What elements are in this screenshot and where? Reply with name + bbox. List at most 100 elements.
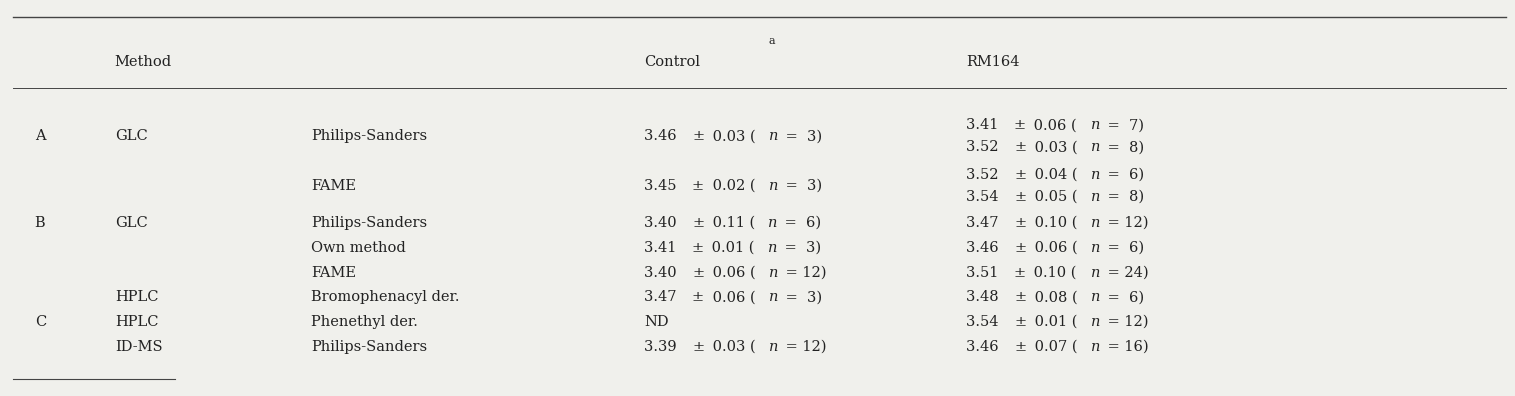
Text: 0.01 (: 0.01 ( <box>1030 315 1077 329</box>
Text: n: n <box>768 241 777 255</box>
Text: ±: ± <box>1014 216 1026 230</box>
Text: ±: ± <box>1014 265 1026 280</box>
Text: 3.46: 3.46 <box>644 129 682 143</box>
Text: ±: ± <box>692 265 704 280</box>
Text: 3.46: 3.46 <box>967 241 1003 255</box>
Text: ±: ± <box>692 340 704 354</box>
Text: n: n <box>1091 265 1100 280</box>
Text: 3.54: 3.54 <box>967 190 1003 204</box>
Text: 0.02 (: 0.02 ( <box>708 179 754 193</box>
Text: Philips-Sanders: Philips-Sanders <box>312 129 427 143</box>
Text: C: C <box>35 315 45 329</box>
Text: Phenethyl der.: Phenethyl der. <box>312 315 418 329</box>
Text: n: n <box>1091 315 1100 329</box>
Text: ±: ± <box>1014 241 1026 255</box>
Text: n: n <box>768 179 779 193</box>
Text: ±: ± <box>692 179 704 193</box>
Text: ±: ± <box>1014 168 1026 182</box>
Text: HPLC: HPLC <box>115 290 158 304</box>
Text: n: n <box>1091 118 1100 132</box>
Text: Philips-Sanders: Philips-Sanders <box>312 340 427 354</box>
Text: ±: ± <box>1014 190 1026 204</box>
Text: 3.52: 3.52 <box>967 140 1003 154</box>
Text: n: n <box>770 129 779 143</box>
Text: 3.40: 3.40 <box>644 265 682 280</box>
Text: Method: Method <box>115 55 171 69</box>
Text: 0.03 (: 0.03 ( <box>708 340 756 354</box>
Text: ±: ± <box>1014 315 1026 329</box>
Text: 3.46: 3.46 <box>967 340 1003 354</box>
Text: ND: ND <box>644 315 668 329</box>
Text: 0.04 (: 0.04 ( <box>1030 168 1077 182</box>
Text: 0.06 (: 0.06 ( <box>708 265 756 280</box>
Text: ±: ± <box>1014 290 1026 304</box>
Text: ±: ± <box>1014 140 1026 154</box>
Text: =  3): = 3) <box>782 129 823 143</box>
Text: n: n <box>1091 290 1100 304</box>
Text: 0.10 (: 0.10 ( <box>1030 265 1077 280</box>
Text: 0.03 (: 0.03 ( <box>708 129 756 143</box>
Text: 3.39: 3.39 <box>644 340 682 354</box>
Text: FAME: FAME <box>312 265 356 280</box>
Text: = 24): = 24) <box>1103 265 1148 280</box>
Text: 0.07 (: 0.07 ( <box>1030 340 1077 354</box>
Text: GLC: GLC <box>115 216 147 230</box>
Text: Philips-Sanders: Philips-Sanders <box>312 216 427 230</box>
Text: Bromophenacyl der.: Bromophenacyl der. <box>312 290 461 304</box>
Text: ±: ± <box>692 216 704 230</box>
Text: 0.03 (: 0.03 ( <box>1030 140 1077 154</box>
Text: 3.52: 3.52 <box>967 168 1003 182</box>
Text: Own method: Own method <box>312 241 406 255</box>
Text: =  6): = 6) <box>1103 241 1144 255</box>
Text: n: n <box>1091 241 1100 255</box>
Text: 0.06 (: 0.06 ( <box>708 290 754 304</box>
Text: 3.40: 3.40 <box>644 216 682 230</box>
Text: RM164: RM164 <box>967 55 1020 69</box>
Text: Control: Control <box>644 55 700 69</box>
Text: ±: ± <box>1014 118 1026 132</box>
Text: n: n <box>1091 216 1100 230</box>
Text: ID-MS: ID-MS <box>115 340 162 354</box>
Text: n: n <box>768 290 779 304</box>
Text: 3.45: 3.45 <box>644 179 682 193</box>
Text: =  8): = 8) <box>1103 190 1144 204</box>
Text: = 12): = 12) <box>782 265 827 280</box>
Text: =  3): = 3) <box>780 241 821 255</box>
Text: a: a <box>768 36 774 46</box>
Text: =  8): = 8) <box>1103 140 1144 154</box>
Text: = 16): = 16) <box>1103 340 1148 354</box>
Text: HPLC: HPLC <box>115 315 158 329</box>
Text: = 12): = 12) <box>782 340 827 354</box>
Text: 0.06 (: 0.06 ( <box>1030 118 1077 132</box>
Text: 3.47: 3.47 <box>967 216 1003 230</box>
Text: ±: ± <box>1014 340 1026 354</box>
Text: =  6): = 6) <box>1103 290 1144 304</box>
Text: FAME: FAME <box>312 179 356 193</box>
Text: 0.08 (: 0.08 ( <box>1030 290 1077 304</box>
Text: n: n <box>1091 140 1100 154</box>
Text: n: n <box>1091 168 1100 182</box>
Text: 3.41: 3.41 <box>967 118 1003 132</box>
Text: B: B <box>35 216 45 230</box>
Text: 0.10 (: 0.10 ( <box>1030 216 1077 230</box>
Text: 3.41: 3.41 <box>644 241 682 255</box>
Text: 3.54: 3.54 <box>967 315 1003 329</box>
Text: n: n <box>1091 340 1100 354</box>
Text: 0.01 (: 0.01 ( <box>708 241 754 255</box>
Text: 3.47: 3.47 <box>644 290 682 304</box>
Text: = 12): = 12) <box>1103 216 1148 230</box>
Text: 3.48: 3.48 <box>967 290 1003 304</box>
Text: 0.11 (: 0.11 ( <box>708 216 754 230</box>
Text: GLC: GLC <box>115 129 147 143</box>
Text: n: n <box>770 265 779 280</box>
Text: n: n <box>770 340 779 354</box>
Text: =  3): = 3) <box>780 179 823 193</box>
Text: A: A <box>35 129 45 143</box>
Text: =  3): = 3) <box>780 290 823 304</box>
Text: n: n <box>768 216 777 230</box>
Text: =  7): = 7) <box>1103 118 1144 132</box>
Text: 3.51: 3.51 <box>967 265 1003 280</box>
Text: n: n <box>1091 190 1100 204</box>
Text: =  6): = 6) <box>1103 168 1144 182</box>
Text: ±: ± <box>692 129 704 143</box>
